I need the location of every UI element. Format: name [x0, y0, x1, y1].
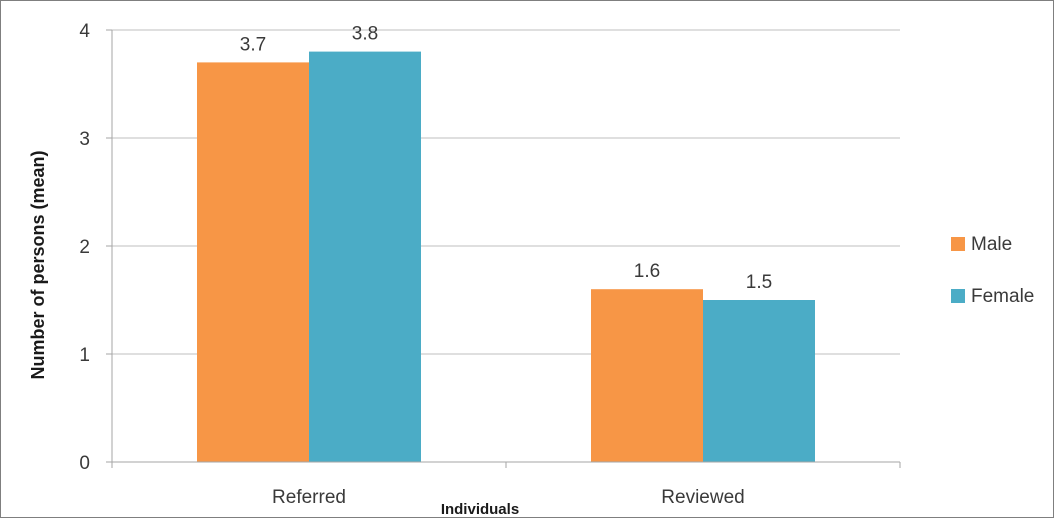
- bar-male: [591, 289, 703, 462]
- legend-label-female: Female: [971, 286, 1034, 307]
- y-tick-label: 3: [79, 129, 90, 150]
- data-label: 3.8: [352, 24, 378, 45]
- y-tick-label: 2: [79, 237, 90, 258]
- y-axis-title: Number of persons (mean): [28, 150, 48, 379]
- axes: [111, 30, 901, 468]
- y-tick-label: 1: [79, 345, 90, 366]
- legend: Male Female: [951, 234, 1034, 307]
- category-labels: Referred Reviewed: [272, 487, 745, 508]
- y-tick-labels: 0 1 2 3 4: [79, 21, 112, 474]
- bars: [197, 51, 815, 463]
- legend-label-male: Male: [971, 234, 1012, 255]
- x-axis-title: Individuals: [441, 501, 519, 518]
- category-label: Referred: [272, 487, 346, 508]
- data-label: 3.7: [240, 34, 266, 55]
- data-label: 1.6: [634, 261, 660, 282]
- y-tick-label: 4: [79, 21, 90, 42]
- legend-swatch-male: [951, 237, 965, 251]
- bar-male: [197, 62, 309, 463]
- data-labels: 3.7 3.8 1.6 1.5: [240, 24, 772, 293]
- data-label: 1.5: [746, 272, 772, 293]
- bar-female: [703, 300, 815, 462]
- y-tick-label: 0: [79, 453, 90, 474]
- legend-swatch-female: [951, 289, 965, 303]
- category-label: Reviewed: [661, 487, 744, 508]
- bar-female: [309, 51, 421, 462]
